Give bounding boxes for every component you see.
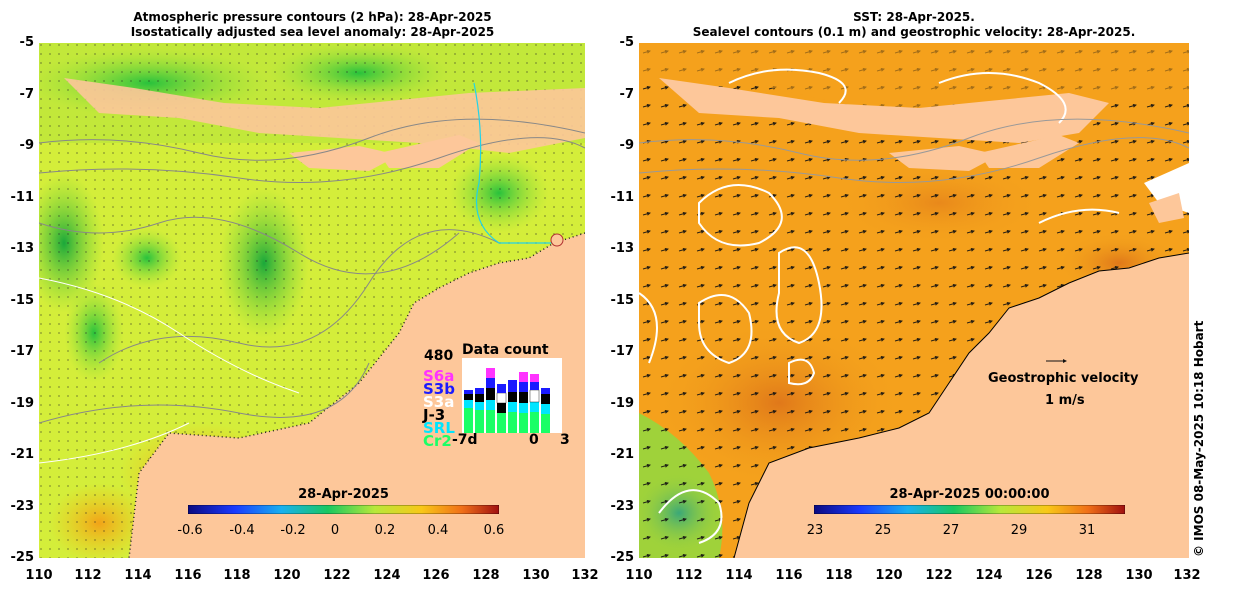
right-x-tick: 122 <box>925 568 953 583</box>
left-x-tick: 132 <box>571 568 599 583</box>
data-count-inset: 480 Data count S6a S3b S3a J-3 SRL Cr2 -… <box>420 340 570 450</box>
data-count-bars <box>462 358 562 433</box>
right-y-tick: -21 <box>610 447 635 462</box>
left-x-tick: 118 <box>223 568 251 583</box>
sea-level-anomaly-map <box>39 43 585 558</box>
right-x-tick: 112 <box>675 568 703 583</box>
left-x-tick: 122 <box>323 568 351 583</box>
velocity-legend-title: Geostrophic velocity <box>988 371 1139 386</box>
right-y-tick: -13 <box>610 241 635 256</box>
left-y-tick: -21 <box>10 447 35 462</box>
left-y-tick: -7 <box>19 87 34 102</box>
data-count-x-label-start: -7d <box>452 432 478 448</box>
left-colorbar-tick-4: 0 <box>330 523 340 538</box>
left-colorbar-tick-6: 0.4 <box>427 523 449 538</box>
mission-s6a: S6a <box>423 367 455 385</box>
left-colorbar-tick-7: 0.6 <box>483 523 505 538</box>
left-x-tick: 112 <box>74 568 102 583</box>
mission-j3: J-3 <box>423 406 446 424</box>
right-x-tick: 118 <box>825 568 853 583</box>
mission-s3a: S3a <box>423 393 455 411</box>
data-count-max-label: 480 <box>424 348 454 364</box>
right-x-tick: 116 <box>775 568 803 583</box>
mission-cr2: Cr2 <box>423 432 452 450</box>
right-y-tick: -5 <box>619 35 634 50</box>
left-colorbar <box>188 505 499 514</box>
left-colorbar-tick-1: -0.6 <box>177 523 203 538</box>
left-title-line2: Isostatically adjusted sea level anomaly… <box>130 25 495 39</box>
right-x-tick: 132 <box>1173 568 1201 583</box>
right-y-tick: -25 <box>610 550 635 565</box>
right-y-tick: -15 <box>610 293 635 308</box>
left-colorbar-tick-5: 0.2 <box>374 523 396 538</box>
left-x-tick: 128 <box>472 568 500 583</box>
left-x-tick: 120 <box>273 568 301 583</box>
right-colorbar <box>814 505 1125 514</box>
data-count-x-label-end: 3 <box>560 432 570 448</box>
right-colorbar-tick-2: 25 <box>874 523 892 538</box>
right-y-tick: -23 <box>610 499 635 514</box>
right-y-tick: -17 <box>610 344 635 359</box>
right-colorbar-tick-3: 27 <box>942 523 960 538</box>
right-colorbar-tick-5: 31 <box>1078 523 1096 538</box>
left-x-tick: 130 <box>522 568 550 583</box>
left-y-tick: -11 <box>10 190 35 205</box>
left-title-line1: Atmospheric pressure contours (2 hPa): 2… <box>133 10 492 24</box>
right-colorbar-tick-1: 23 <box>806 523 824 538</box>
bar-stack <box>464 368 550 433</box>
right-y-tick: -7 <box>619 87 634 102</box>
left-y-tick: -5 <box>19 35 34 50</box>
imos-credit: © IMOS 08-May-2025 10:18 Hobart <box>1192 320 1206 557</box>
right-title-line1: SST: 28-Apr-2025. <box>853 10 975 24</box>
velocity-legend-scale: 1 m/s <box>1045 393 1085 408</box>
right-x-tick: 128 <box>1075 568 1103 583</box>
data-count-title: Data count <box>462 342 549 358</box>
left-x-tick: 114 <box>124 568 152 583</box>
left-y-tick: -25 <box>10 550 35 565</box>
right-colorbar-tick-4: 29 <box>1010 523 1028 538</box>
right-title-line2: Sealevel contours (0.1 m) and geostrophi… <box>692 25 1136 39</box>
right-x-tick: 110 <box>625 568 653 583</box>
left-y-tick: -9 <box>19 138 34 153</box>
left-y-tick: -23 <box>10 499 35 514</box>
mission-s3b: S3b <box>423 380 455 398</box>
right-x-tick: 114 <box>725 568 753 583</box>
left-y-tick: -19 <box>10 396 35 411</box>
left-x-tick: 126 <box>422 568 450 583</box>
left-colorbar-tick-2: -0.4 <box>229 523 255 538</box>
right-x-tick: 130 <box>1125 568 1153 583</box>
left-y-tick: -17 <box>10 344 35 359</box>
left-y-tick: -13 <box>10 241 35 256</box>
right-x-tick: 120 <box>875 568 903 583</box>
right-x-tick: 124 <box>975 568 1003 583</box>
left-y-tick: -15 <box>10 293 35 308</box>
right-y-tick: -19 <box>610 396 635 411</box>
right-colorbar-title: 28-Apr-2025 00:00:00 <box>889 487 1050 502</box>
data-count-x-label-zero: 0 <box>529 432 539 448</box>
right-x-tick: 126 <box>1025 568 1053 583</box>
left-x-tick: 116 <box>174 568 202 583</box>
left-x-tick: 124 <box>373 568 401 583</box>
right-y-tick: -9 <box>619 138 634 153</box>
left-x-tick: 110 <box>25 568 53 583</box>
sst-map <box>639 43 1189 558</box>
right-y-tick: -11 <box>610 190 635 205</box>
left-colorbar-title: 28-Apr-2025 <box>298 487 389 502</box>
left-colorbar-tick-3: -0.2 <box>280 523 306 538</box>
mission-srl: SRL <box>423 419 455 437</box>
